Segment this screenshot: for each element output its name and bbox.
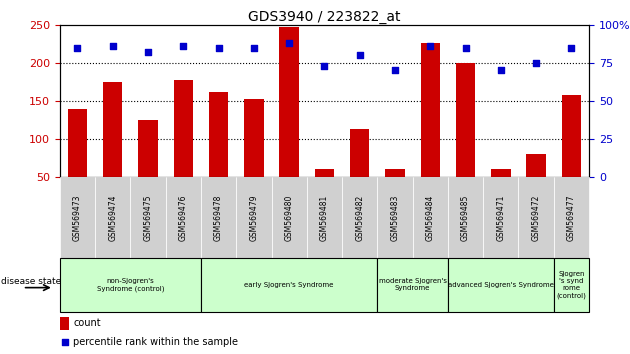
Point: [60, 339, 70, 345]
Bar: [562, 95, 581, 177]
Bar: [307, 177, 342, 258]
Title: GDS3940 / 223822_at: GDS3940 / 223822_at: [248, 10, 401, 24]
Bar: [166, 177, 201, 258]
Bar: [209, 92, 228, 177]
Bar: [386, 170, 404, 177]
Bar: [554, 177, 589, 258]
Text: GSM569478: GSM569478: [214, 194, 223, 241]
Bar: [342, 177, 377, 258]
Bar: [554, 258, 589, 312]
Text: early Sjogren's Syndrome: early Sjogren's Syndrome: [244, 282, 334, 288]
Bar: [456, 63, 475, 177]
Bar: [60, 258, 201, 312]
Bar: [350, 129, 369, 177]
Point: [566, 45, 576, 50]
Point: [425, 43, 435, 49]
Bar: [174, 80, 193, 177]
Bar: [518, 177, 554, 258]
Text: GSM569473: GSM569473: [73, 194, 82, 241]
Point: [390, 68, 400, 73]
Text: advanced Sjogren's Syndrome: advanced Sjogren's Syndrome: [448, 282, 554, 288]
Point: [249, 45, 259, 50]
Bar: [483, 177, 518, 258]
Point: [284, 40, 294, 46]
Bar: [60, 177, 95, 258]
Text: GSM569481: GSM569481: [320, 195, 329, 241]
Text: percentile rank within the sample: percentile rank within the sample: [73, 337, 238, 347]
Point: [496, 68, 506, 73]
Text: moderate Sjogren's
Syndrome: moderate Sjogren's Syndrome: [379, 279, 447, 291]
Bar: [377, 177, 413, 258]
Text: GSM569477: GSM569477: [567, 194, 576, 241]
Bar: [527, 154, 546, 177]
Bar: [201, 258, 377, 312]
Bar: [413, 177, 448, 258]
Text: Sjogren
's synd
rome
(control): Sjogren 's synd rome (control): [556, 271, 587, 299]
Point: [143, 49, 153, 55]
Text: GSM569472: GSM569472: [532, 194, 541, 241]
Point: [319, 63, 329, 69]
Bar: [130, 177, 166, 258]
Text: GSM569485: GSM569485: [461, 194, 470, 241]
Bar: [244, 99, 263, 177]
Bar: [448, 258, 554, 312]
Bar: [236, 177, 272, 258]
Text: GSM569475: GSM569475: [144, 194, 152, 241]
Text: count: count: [73, 318, 101, 328]
Text: GSM569480: GSM569480: [285, 194, 294, 241]
Point: [214, 45, 224, 50]
Text: GSM569471: GSM569471: [496, 194, 505, 241]
Point: [72, 45, 83, 50]
Text: GSM569476: GSM569476: [179, 194, 188, 241]
Text: GSM569482: GSM569482: [355, 195, 364, 241]
Bar: [377, 258, 448, 312]
Text: disease state: disease state: [1, 277, 62, 286]
Bar: [448, 177, 483, 258]
Bar: [68, 108, 87, 177]
Bar: [60, 316, 69, 330]
Bar: [272, 177, 307, 258]
Bar: [421, 43, 440, 177]
Bar: [315, 170, 334, 177]
Bar: [201, 177, 236, 258]
Point: [108, 43, 118, 49]
Text: non-Sjogren's
Syndrome (control): non-Sjogren's Syndrome (control): [96, 278, 164, 292]
Bar: [95, 177, 130, 258]
Text: GSM569484: GSM569484: [426, 194, 435, 241]
Point: [531, 60, 541, 66]
Text: GSM569479: GSM569479: [249, 194, 258, 241]
Point: [355, 52, 365, 58]
Point: [178, 43, 188, 49]
Bar: [139, 120, 158, 177]
Bar: [280, 27, 299, 177]
Text: GSM569483: GSM569483: [391, 194, 399, 241]
Point: [461, 45, 471, 50]
Bar: [103, 82, 122, 177]
Bar: [491, 170, 510, 177]
Text: GSM569474: GSM569474: [108, 194, 117, 241]
